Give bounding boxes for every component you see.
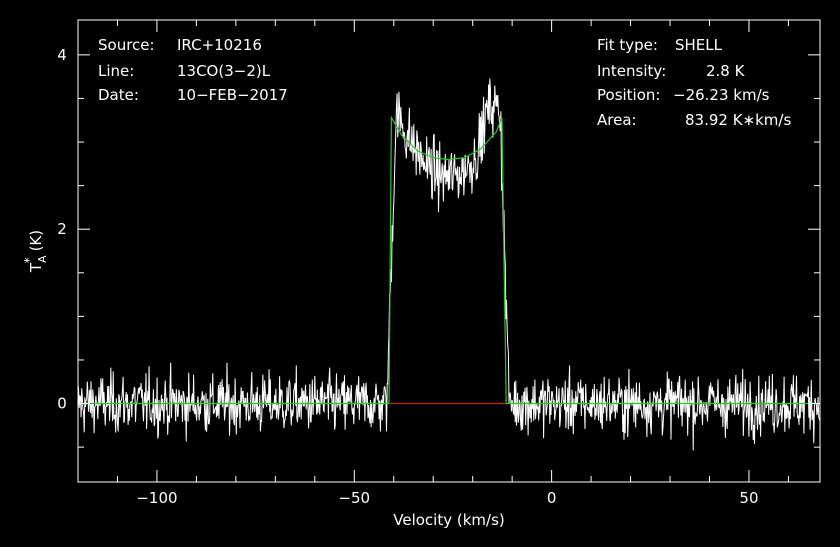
x-tick-label: 0 (547, 489, 557, 507)
info-position-key: Position: (597, 86, 660, 104)
info-area-key: Area: (597, 111, 637, 129)
y-axis-label: TA* (K) (22, 230, 49, 273)
y-tick-label: 4 (57, 46, 67, 64)
info-fit-type-key: Fit type: (597, 36, 658, 54)
x-axis-label: Velocity (km/s) (393, 511, 504, 529)
info-date-key: Date: (98, 86, 139, 104)
info-line-value: 13CO(3−2)L (177, 62, 271, 80)
info-left: Source: IRC+10216 Line: 13CO(3−2)L Date:… (98, 36, 288, 104)
info-area-value: 83.92 K∗km/s (685, 111, 791, 129)
x-tick-label: −100 (136, 489, 177, 507)
info-line-key: Line: (98, 62, 134, 80)
axis-ticks (78, 20, 820, 482)
y-axis-label-sub: A (36, 255, 49, 263)
info-right: Fit type: SHELL Intensity: 2.8 K Positio… (597, 36, 791, 129)
plot-frame (77, 19, 821, 483)
data-layer (77, 78, 821, 451)
tick-labels: −100 −50 0 50 0 2 4 (57, 46, 758, 507)
y-axis-label-sup: * (22, 257, 36, 263)
y-tick-label: 2 (57, 220, 67, 238)
info-source-key: Source: (98, 36, 155, 54)
info-position-value: −26.23 km/s (673, 86, 770, 104)
info-date-value: 10−FEB−2017 (177, 86, 288, 104)
y-axis-label-main: T (27, 262, 45, 273)
series-fit (78, 115, 820, 405)
info-fit-type-value: SHELL (675, 36, 723, 54)
y-tick-label: 0 (57, 395, 67, 413)
x-tick-label: −50 (338, 489, 370, 507)
info-source-value: IRC+10216 (177, 36, 262, 54)
x-tick-label: 50 (739, 489, 758, 507)
info-intensity-value: 2.8 K (706, 62, 746, 80)
info-intensity-key: Intensity: (597, 62, 666, 80)
y-axis-label-unit: (K) (27, 230, 45, 252)
